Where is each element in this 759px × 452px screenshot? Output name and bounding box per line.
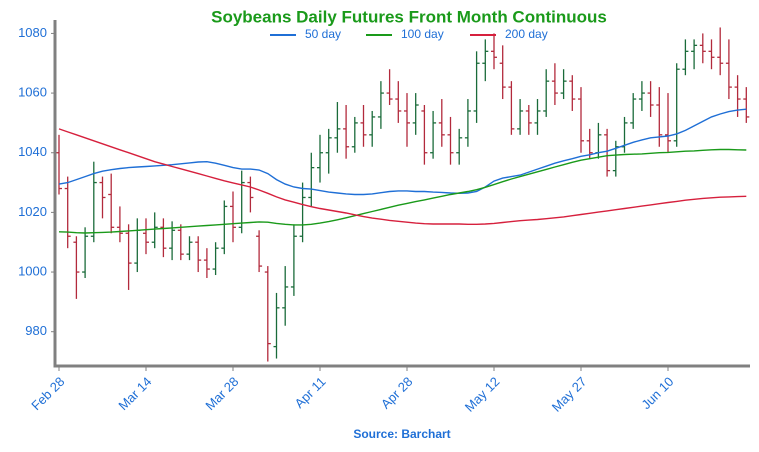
x-tick-label: Jun 10 xyxy=(638,374,676,412)
y-tick-label: 1000 xyxy=(18,263,47,278)
x-tick-label: Mar 28 xyxy=(202,374,241,413)
ma-line xyxy=(58,128,747,225)
x-tick-label: Feb 28 xyxy=(28,374,67,413)
y-tick-label: 980 xyxy=(25,323,47,338)
chart-title: Soybeans Daily Futures Front Month Conti… xyxy=(211,7,607,26)
ma-line xyxy=(58,148,747,234)
ma-line xyxy=(58,108,747,196)
y-tick-label: 1040 xyxy=(18,144,47,159)
x-tick-label: Mar 14 xyxy=(115,374,154,413)
y-tick-label: 1060 xyxy=(18,85,47,100)
x-tick-label: Apr 11 xyxy=(292,374,329,411)
x-tick-label: May 27 xyxy=(549,374,590,415)
x-tick-label: May 12 xyxy=(462,374,503,415)
source: Source: Barchart xyxy=(353,427,450,441)
legend-label: 100 day xyxy=(401,27,444,41)
x-tick-label: Apr 28 xyxy=(378,374,416,412)
legend-label: 50 day xyxy=(305,27,341,41)
y-tick-label: 1020 xyxy=(18,204,47,219)
y-tick-label: 1080 xyxy=(18,25,47,40)
legend-label: 200 day xyxy=(505,27,548,41)
